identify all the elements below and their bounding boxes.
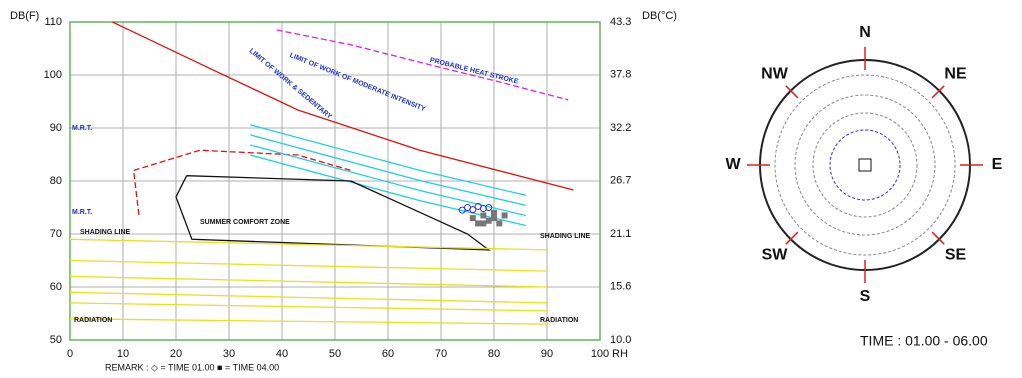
x-tick-label: 0	[67, 348, 73, 360]
annotation: M.R.T.	[72, 209, 92, 216]
line	[69, 318, 548, 325]
point	[479, 205, 487, 213]
y-tick-label: 110	[44, 16, 62, 28]
line	[250, 124, 526, 196]
ring	[774, 74, 956, 256]
x-tick-label: 10	[117, 348, 129, 360]
y2-tick-label: 21.1	[610, 228, 631, 240]
line	[69, 302, 548, 312]
y-tick-label: 80	[50, 175, 62, 187]
point	[458, 206, 466, 214]
wind-rose-title: TIME : 01.00 - 06.00	[860, 333, 988, 349]
point	[491, 209, 497, 216]
annotation: RADIATION	[540, 317, 578, 324]
direction-label: NW	[761, 66, 789, 83]
point	[485, 217, 492, 224]
y2-tick-label: 26.7	[610, 174, 631, 186]
ring	[812, 112, 918, 218]
y-tick-label: 50	[50, 334, 62, 346]
annotation: SHADING LINE	[80, 229, 131, 236]
direction-label: N	[859, 24, 871, 41]
line	[276, 29, 569, 101]
ring	[829, 129, 901, 201]
x-tick-label: 50	[329, 348, 341, 360]
x-tick-label: 100	[591, 348, 609, 360]
line	[132, 149, 352, 215]
compass-line	[931, 85, 945, 99]
line	[69, 259, 548, 272]
line	[112, 21, 574, 191]
annotation: SUMMER COMFORT ZONE	[200, 219, 290, 226]
point	[491, 215, 497, 222]
annotation: SHADING LINE	[540, 233, 591, 240]
y2-axis-title: DB(°C)	[642, 10, 677, 22]
point	[480, 212, 487, 219]
x-tick-label: 90	[541, 348, 553, 360]
x-tick-label: 20	[170, 348, 182, 360]
line	[69, 275, 548, 288]
y-tick-label: 60	[50, 281, 62, 293]
point	[475, 220, 482, 227]
line	[69, 238, 548, 251]
direction-label: NE	[944, 66, 967, 83]
line	[250, 134, 526, 207]
compass-line	[785, 231, 799, 245]
point	[480, 220, 487, 227]
annotation: PROBABLE HEAT STROKE	[429, 57, 519, 86]
line	[69, 291, 548, 304]
x-tick-label: 40	[276, 348, 288, 360]
y2-tick-label: 15.6	[610, 280, 631, 292]
direction-label: SW	[762, 247, 789, 264]
point	[469, 215, 476, 222]
direction-label: S	[860, 288, 871, 305]
line	[250, 154, 526, 227]
direction-label: W	[725, 156, 741, 173]
point	[485, 204, 493, 211]
line	[175, 175, 491, 251]
x-tick-label: 70	[435, 348, 447, 360]
remark: REMARK : ◇ = TIME 01.00 ■ = TIME 04.00	[105, 362, 279, 372]
point	[496, 220, 503, 227]
direction-label: E	[992, 156, 1003, 173]
center	[858, 158, 872, 172]
direction-label: SE	[945, 247, 967, 264]
y-tick-label: 70	[50, 228, 62, 240]
point	[469, 206, 477, 214]
y-axis-title: DB(F)	[10, 10, 39, 22]
y2-tick-label: 43.3	[610, 16, 631, 28]
line	[250, 144, 526, 217]
point	[501, 212, 508, 219]
annotation: M.R.T.	[72, 125, 92, 132]
y2-tick-label: 32.2	[610, 122, 631, 134]
y-tick-label: 100	[44, 69, 62, 81]
y-tick-label: 90	[50, 122, 62, 134]
y2-tick-label: 10.0	[610, 334, 631, 346]
compass-line	[785, 85, 799, 99]
y2-tick-label: 37.8	[610, 68, 631, 80]
x-tick-label: 60	[382, 348, 394, 360]
x-tick-label: 80	[488, 348, 500, 360]
annotation: RADIATION	[74, 317, 112, 324]
compass-line	[931, 231, 945, 245]
x-tick-label: 30	[223, 348, 235, 360]
ring	[794, 94, 936, 236]
x-axis-title: RH	[612, 348, 628, 360]
